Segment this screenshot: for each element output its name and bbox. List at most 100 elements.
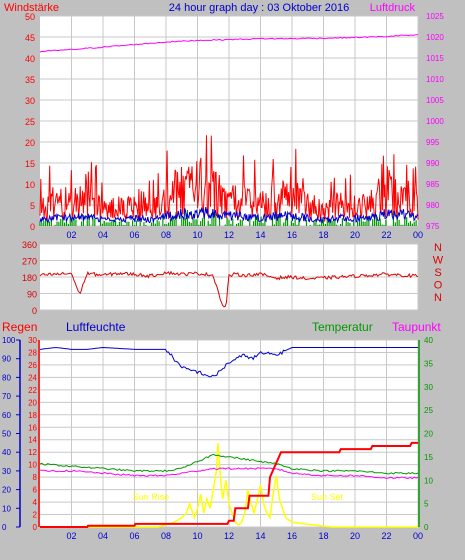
pressure-tick-label: 990 bbox=[426, 159, 440, 168]
rain-tick-label: 8 bbox=[33, 473, 38, 482]
pressure-tick-label: 1015 bbox=[426, 54, 444, 63]
sunset-label: Sun Set bbox=[311, 492, 344, 502]
pressure-tick-label: 975 bbox=[426, 222, 440, 231]
wind-direction-series bbox=[39, 270, 419, 308]
x-tick-label: 20 bbox=[350, 531, 360, 541]
wind-tick-label: 20 bbox=[25, 138, 35, 148]
wind-tick-label: 50 bbox=[25, 12, 35, 22]
pressure-tick-label: 1005 bbox=[426, 96, 444, 105]
x-tick-label: 02 bbox=[66, 230, 76, 240]
temperature-tick-label: 15 bbox=[424, 453, 433, 462]
rain-tick-label: 4 bbox=[33, 498, 38, 507]
direction-tick-label: 0 bbox=[32, 306, 37, 316]
x-tick-label: 00 bbox=[413, 230, 423, 240]
humidity-tick-label: 50 bbox=[2, 430, 11, 439]
humidity-tick-label: 70 bbox=[2, 392, 11, 401]
compass-label: N bbox=[434, 242, 442, 254]
dewpoint-axis-title: Taupunkt bbox=[392, 320, 441, 334]
rain-tick-label: 18 bbox=[28, 411, 37, 420]
rain-tick-label: 2 bbox=[33, 511, 38, 520]
x-tick-label: 02 bbox=[66, 531, 76, 541]
page-title: 24 hour graph day : 03 Oktober 2016 bbox=[169, 2, 349, 14]
sunrise-label: Sun Rise bbox=[133, 492, 170, 502]
direction-tick-label: 270 bbox=[22, 257, 37, 267]
pressure-tick-label: 1025 bbox=[426, 12, 444, 21]
x-tick-label: 16 bbox=[287, 230, 297, 240]
x-tick-label: 10 bbox=[192, 230, 202, 240]
rain-tick-label: 30 bbox=[28, 336, 37, 345]
pressure-tick-label: 1000 bbox=[426, 117, 444, 126]
temperature-tick-label: 30 bbox=[424, 383, 433, 392]
humidity-tick-label: 80 bbox=[2, 373, 11, 382]
rain-tick-label: 10 bbox=[28, 461, 37, 470]
compass-label: N bbox=[434, 292, 442, 304]
compass-label: O bbox=[434, 280, 443, 292]
wind-tick-label: 25 bbox=[25, 117, 35, 127]
temperature-tick-label: 20 bbox=[424, 430, 433, 439]
humidity-axis-title: Luftfeuchte bbox=[66, 320, 126, 334]
wind-tick-label: 40 bbox=[25, 54, 35, 64]
temperature-tick-label: 25 bbox=[424, 406, 433, 415]
rain-tick-label: 14 bbox=[28, 436, 37, 445]
temperature-axis-title: Temperatur bbox=[312, 320, 373, 334]
pressure-tick-label: 985 bbox=[426, 180, 440, 189]
x-tick-label: 22 bbox=[381, 230, 391, 240]
x-tick-label: 06 bbox=[129, 230, 139, 240]
humidity-tick-label: 20 bbox=[2, 486, 11, 495]
rain-tick-label: 16 bbox=[28, 423, 37, 432]
x-tick-label: 18 bbox=[318, 230, 328, 240]
temperature-series bbox=[39, 453, 419, 475]
humidity-tick-label: 100 bbox=[2, 336, 16, 345]
wind-axis-title: Windstärke bbox=[4, 2, 59, 14]
rain-tick-label: 28 bbox=[28, 348, 37, 357]
x-tick-label: 22 bbox=[381, 531, 391, 541]
x-tick-label: 12 bbox=[224, 531, 234, 541]
humidity-tick-label: 0 bbox=[2, 523, 7, 532]
rain-tick-label: 0 bbox=[33, 523, 38, 532]
temperature-tick-label: 0 bbox=[424, 523, 429, 532]
x-tick-label: 04 bbox=[98, 230, 108, 240]
direction-tick-label: 90 bbox=[27, 290, 37, 300]
temperature-tick-label: 10 bbox=[424, 476, 433, 485]
x-tick-label: 08 bbox=[161, 531, 171, 541]
x-tick-label: 18 bbox=[318, 531, 328, 541]
rain-axis-title: Regen bbox=[2, 320, 37, 334]
pressure-axis-title: Luftdruck bbox=[370, 2, 416, 14]
temperature-tick-label: 40 bbox=[424, 336, 433, 345]
x-tick-label: 14 bbox=[255, 230, 265, 240]
rain-tick-label: 22 bbox=[28, 386, 37, 395]
rain-tick-label: 12 bbox=[28, 448, 37, 457]
wind-tick-label: 35 bbox=[25, 75, 35, 85]
humidity-tick-label: 30 bbox=[2, 467, 11, 476]
x-tick-label: 20 bbox=[350, 230, 360, 240]
rain-tick-label: 26 bbox=[28, 361, 37, 370]
x-tick-label: 00 bbox=[413, 531, 423, 541]
humidity-series bbox=[39, 346, 418, 378]
pressure-tick-label: 1010 bbox=[426, 75, 444, 84]
humidity-tick-label: 10 bbox=[2, 504, 11, 513]
wind-tick-label: 5 bbox=[30, 201, 35, 211]
x-tick-label: 08 bbox=[161, 230, 171, 240]
pressure-tick-label: 980 bbox=[426, 201, 440, 210]
wind-tick-label: 30 bbox=[25, 96, 35, 106]
x-tick-label: 12 bbox=[224, 230, 234, 240]
humidity-tick-label: 90 bbox=[2, 355, 11, 364]
rain-tick-label: 20 bbox=[28, 398, 37, 407]
wind-tick-label: 0 bbox=[30, 222, 35, 232]
sunshine-series bbox=[40, 442, 418, 528]
humidity-tick-label: 60 bbox=[2, 411, 11, 420]
pressure-tick-label: 995 bbox=[426, 138, 440, 147]
wind-tick-label: 15 bbox=[25, 159, 35, 169]
compass-label: S bbox=[434, 267, 441, 279]
x-tick-label: 06 bbox=[129, 531, 139, 541]
wind-average-series bbox=[39, 207, 419, 224]
pressure-series bbox=[39, 34, 418, 53]
wind-tick-label: 45 bbox=[25, 33, 35, 43]
dewpoint-series bbox=[39, 467, 419, 480]
compass-label: W bbox=[433, 255, 444, 267]
x-tick-label: 10 bbox=[192, 531, 202, 541]
x-tick-label: 16 bbox=[287, 531, 297, 541]
temperature-tick-label: 5 bbox=[424, 500, 429, 509]
rain-tick-label: 6 bbox=[33, 486, 38, 495]
